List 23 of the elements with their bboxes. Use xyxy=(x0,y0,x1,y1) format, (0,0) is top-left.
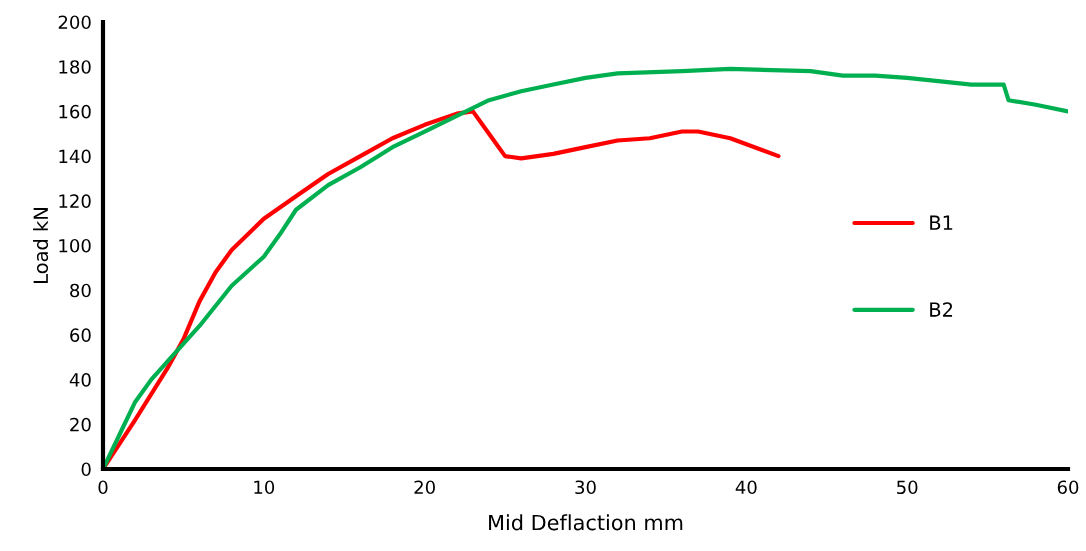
y-tick-label: 120 xyxy=(59,194,91,208)
x-axis-title: Mid Deflaction mm xyxy=(489,514,683,531)
y-tick-label: 200 xyxy=(58,15,91,30)
y-tick-label: 0 xyxy=(81,462,91,477)
y-tick-label: 140 xyxy=(59,149,91,164)
y-tick-label: 40 xyxy=(69,373,91,387)
legend-label: B2 xyxy=(930,302,953,317)
x-tick-label: 60 xyxy=(1057,480,1079,495)
y-tick-label: 160 xyxy=(59,104,91,119)
x-tick-label: 10 xyxy=(254,480,275,495)
line-series xyxy=(103,109,781,469)
y-tick-label: 60 xyxy=(70,328,91,343)
x-tick-label: 30 xyxy=(575,480,596,495)
y-tick-label: 80 xyxy=(70,283,91,298)
x-tick-label: 0 xyxy=(98,480,108,495)
x-tick-label: 20 xyxy=(414,480,435,495)
y-tick-label: 100 xyxy=(59,238,91,253)
legend-label: B1 xyxy=(930,215,953,230)
y-tick-label: 180 xyxy=(59,60,91,74)
x-tick-label: 50 xyxy=(897,480,918,495)
y-tick-label: 20 xyxy=(70,417,91,432)
x-tick-label: 40 xyxy=(735,480,757,495)
y-axis-title: Load kN xyxy=(33,208,49,283)
